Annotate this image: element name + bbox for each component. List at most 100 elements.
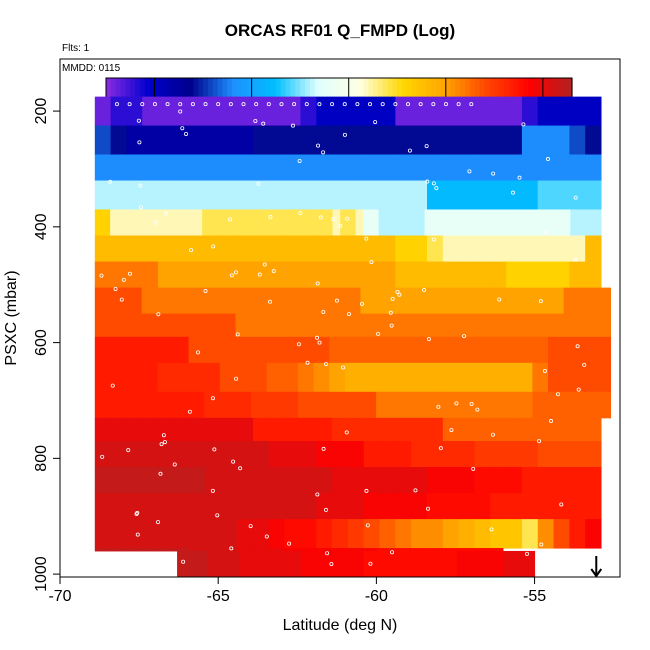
heatmap-cell — [142, 417, 159, 442]
heatmap-cell — [442, 467, 460, 494]
heatmap-cell — [485, 362, 502, 393]
heatmap-cell — [282, 336, 299, 364]
heatmap-cell — [490, 493, 507, 520]
heatmap-cell — [268, 96, 286, 127]
heatmap-cell — [301, 550, 318, 578]
heatmap-cell — [532, 287, 549, 315]
heatmap-cell — [219, 391, 236, 419]
heatmap-cell — [205, 261, 222, 289]
heatmap-cell — [205, 235, 222, 263]
heatmap-cell — [329, 313, 346, 338]
heatmap-cell — [125, 209, 134, 237]
track-marker — [203, 289, 208, 294]
heatmap-cell — [202, 209, 211, 237]
heatmap-cell — [172, 362, 190, 393]
heatmap-cell — [221, 467, 238, 494]
heatmap-cell — [221, 235, 238, 263]
heatmap-cell — [126, 467, 143, 494]
heatmap-cell — [297, 336, 315, 364]
heatmap-cell — [585, 493, 602, 520]
heatmap-cell — [363, 417, 381, 442]
heatmap-cell — [585, 125, 602, 155]
track-marker — [229, 273, 234, 278]
heatmap-cell — [300, 154, 317, 182]
track-marker — [172, 462, 177, 467]
track-marker — [315, 281, 320, 286]
heatmap-cell — [363, 96, 381, 127]
heatmap-cell — [219, 287, 236, 315]
heatmap-cell — [422, 287, 440, 315]
heatmap-cell — [347, 493, 365, 520]
heatmap-cell — [237, 180, 254, 210]
heatmap-cell — [585, 261, 602, 289]
heatmap-cell — [252, 519, 270, 549]
heatmap-cell — [458, 519, 475, 549]
heatmap-cell — [547, 336, 565, 364]
track-marker — [325, 551, 330, 556]
heatmap-cell — [490, 154, 507, 182]
heatmap-cell — [363, 440, 381, 468]
heatmap-cell — [427, 96, 444, 127]
heatmap-cell — [516, 209, 525, 237]
heatmap-cell — [94, 154, 112, 182]
heatmap-cell — [300, 440, 317, 468]
heatmap-cell — [563, 313, 580, 338]
heatmap-cell — [94, 96, 112, 127]
heatmap-cell — [391, 362, 408, 393]
heatmap-cell — [594, 336, 612, 364]
track-marker — [364, 488, 369, 493]
heatmap-cell — [569, 493, 586, 520]
heatmap-cell — [285, 550, 302, 578]
heatmap-cell — [284, 125, 301, 155]
heatmap-cell — [376, 391, 393, 419]
track-marker — [187, 409, 192, 414]
heatmap-cell — [157, 391, 174, 419]
track-marker — [424, 144, 429, 149]
heatmap-cell — [474, 261, 491, 289]
heatmap-cell — [237, 96, 254, 127]
heatmap-cell — [94, 417, 112, 442]
heatmap-cell — [110, 261, 127, 289]
track-marker — [393, 102, 398, 107]
heatmap-cell — [569, 180, 586, 210]
heatmap-cell — [578, 209, 587, 237]
heatmap-cell — [172, 391, 190, 419]
heatmap-cell — [316, 493, 333, 520]
track-marker — [462, 334, 467, 339]
heatmap-cell — [189, 493, 207, 520]
heatmap-cell — [268, 493, 286, 520]
heatmap-cell — [126, 336, 143, 364]
heatmap-cell — [188, 313, 205, 338]
track-marker — [456, 102, 461, 107]
heatmap-cell — [158, 154, 175, 182]
heatmap-cell — [332, 550, 349, 578]
heatmap-cell — [286, 209, 295, 237]
heatmap-cell — [156, 209, 165, 237]
heatmap-cell — [223, 550, 240, 578]
heatmap-cell — [474, 493, 491, 520]
track-marker — [342, 132, 347, 137]
heatmap-cell — [379, 550, 396, 578]
heatmap-cell — [585, 235, 602, 263]
track-marker — [321, 309, 326, 314]
heatmap-cell — [347, 125, 365, 155]
heatmap-cell — [442, 261, 460, 289]
track-marker — [407, 148, 412, 153]
track-marker — [344, 430, 349, 435]
heatmap-cell — [376, 362, 393, 393]
heatmap-cell — [188, 548, 206, 552]
track-marker — [268, 299, 273, 304]
track-marker — [341, 365, 346, 370]
heatmap-cell — [422, 391, 440, 419]
heatmap-cell — [300, 519, 317, 549]
track-marker — [525, 551, 530, 556]
heatmap-cell — [126, 362, 143, 393]
heatmap-cell — [252, 154, 270, 182]
heatmap-cell — [126, 125, 143, 155]
heatmap-cell — [189, 96, 207, 127]
track-marker — [210, 396, 215, 401]
heatmap-cell — [126, 313, 143, 338]
heatmap-cell — [537, 417, 555, 442]
track-marker — [369, 260, 374, 265]
track-marker — [189, 248, 194, 253]
